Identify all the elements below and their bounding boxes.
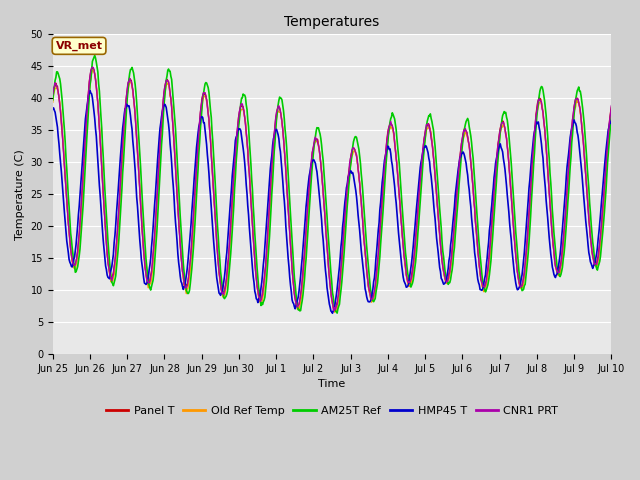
Panel T — [117, 168, 125, 174]
Panel T — [88, 65, 96, 71]
CNR1 PRT — [330, 308, 338, 313]
Old Ref Temp — [418, 166, 426, 172]
CNR1 PRT — [418, 157, 426, 163]
HMP45 T — [328, 311, 336, 316]
Panel T — [59, 140, 67, 145]
CNR1 PRT — [174, 203, 182, 209]
HMP45 T — [418, 156, 426, 161]
AM25T Ref — [117, 199, 125, 205]
AM25T Ref — [174, 168, 182, 174]
Panel T — [418, 159, 426, 165]
AM25T Ref — [402, 250, 410, 256]
Old Ref Temp — [90, 67, 97, 72]
HMP45 T — [59, 189, 67, 195]
AM25T Ref — [204, 82, 211, 88]
HMP45 T — [86, 88, 94, 94]
CNR1 PRT — [607, 103, 615, 108]
Legend: Panel T, Old Ref Temp, AM25T Ref, HMP45 T, CNR1 PRT: Panel T, Old Ref Temp, AM25T Ref, HMP45 … — [101, 401, 563, 420]
CNR1 PRT — [88, 64, 96, 70]
AM25T Ref — [607, 111, 615, 117]
Line: AM25T Ref: AM25T Ref — [52, 56, 611, 313]
HMP45 T — [117, 144, 125, 150]
Panel T — [402, 264, 410, 270]
Old Ref Temp — [49, 99, 56, 105]
CNR1 PRT — [204, 104, 211, 110]
Old Ref Temp — [607, 109, 615, 115]
X-axis label: Time: Time — [319, 379, 346, 389]
Old Ref Temp — [174, 201, 182, 206]
Old Ref Temp — [204, 104, 211, 110]
Y-axis label: Temperature (C): Temperature (C) — [15, 149, 25, 240]
CNR1 PRT — [49, 92, 56, 97]
Panel T — [607, 104, 615, 110]
Line: CNR1 PRT: CNR1 PRT — [52, 67, 611, 311]
Line: Old Ref Temp: Old Ref Temp — [52, 70, 611, 312]
Line: Panel T: Panel T — [52, 68, 611, 311]
Old Ref Temp — [331, 310, 339, 315]
Panel T — [204, 102, 211, 108]
CNR1 PRT — [402, 264, 410, 269]
Panel T — [330, 308, 338, 313]
Title: Temperatures: Temperatures — [284, 15, 380, 29]
HMP45 T — [49, 106, 56, 112]
AM25T Ref — [59, 107, 67, 112]
Panel T — [49, 90, 56, 96]
Panel T — [174, 205, 182, 211]
HMP45 T — [204, 152, 211, 158]
Text: VR_met: VR_met — [56, 41, 102, 51]
AM25T Ref — [91, 53, 99, 59]
Old Ref Temp — [59, 138, 67, 144]
AM25T Ref — [333, 310, 341, 316]
Old Ref Temp — [402, 266, 410, 272]
HMP45 T — [607, 118, 615, 123]
HMP45 T — [174, 251, 182, 257]
CNR1 PRT — [117, 167, 125, 173]
Line: HMP45 T: HMP45 T — [52, 91, 611, 313]
CNR1 PRT — [59, 140, 67, 145]
HMP45 T — [402, 281, 410, 287]
Old Ref Temp — [117, 178, 125, 183]
AM25T Ref — [418, 176, 426, 181]
AM25T Ref — [49, 97, 56, 103]
